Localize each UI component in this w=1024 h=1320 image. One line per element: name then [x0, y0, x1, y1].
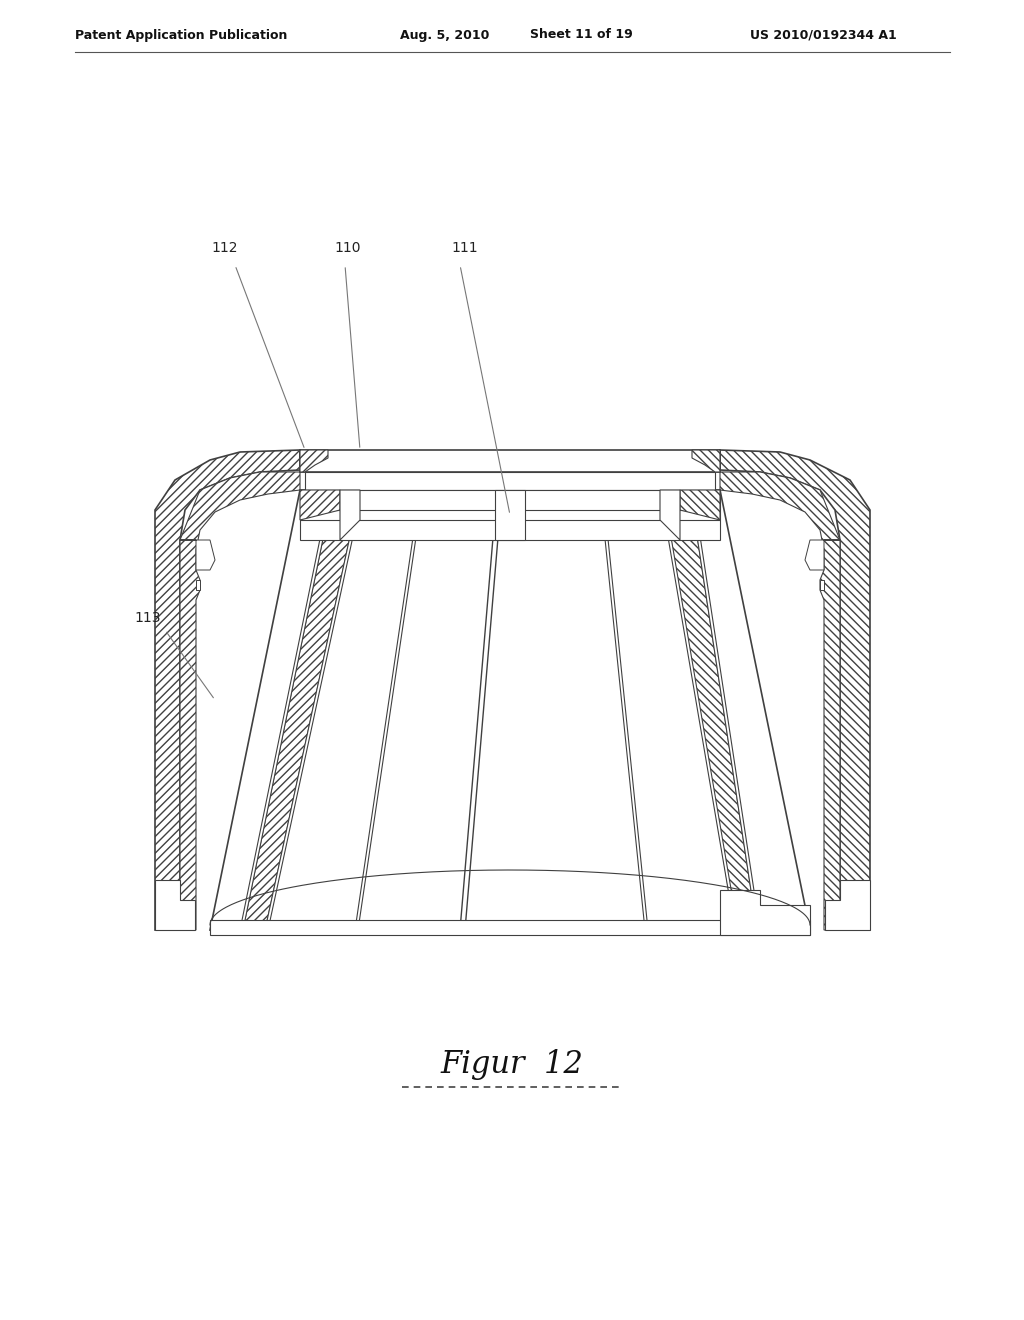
Polygon shape [340, 490, 360, 540]
Polygon shape [210, 920, 810, 935]
Text: 110: 110 [335, 242, 361, 255]
Polygon shape [660, 490, 738, 931]
Polygon shape [495, 490, 525, 540]
Polygon shape [825, 880, 870, 931]
Polygon shape [210, 490, 810, 931]
Polygon shape [300, 490, 340, 520]
Text: 111: 111 [452, 242, 478, 255]
Polygon shape [680, 490, 720, 520]
Polygon shape [720, 450, 870, 931]
Polygon shape [660, 490, 680, 540]
Polygon shape [600, 490, 648, 931]
Text: 112: 112 [212, 242, 239, 255]
Polygon shape [240, 490, 333, 931]
Polygon shape [180, 540, 215, 570]
Polygon shape [690, 490, 760, 931]
Polygon shape [180, 473, 300, 931]
Polygon shape [692, 450, 720, 473]
Polygon shape [820, 579, 824, 590]
Polygon shape [300, 450, 328, 473]
Text: 113: 113 [135, 611, 161, 624]
Polygon shape [300, 490, 720, 540]
Polygon shape [460, 490, 502, 931]
Polygon shape [300, 450, 720, 473]
Polygon shape [265, 490, 362, 931]
Polygon shape [155, 880, 195, 931]
Polygon shape [720, 890, 810, 935]
Text: US 2010/0192344 A1: US 2010/0192344 A1 [750, 29, 897, 41]
Text: Figur  12: Figur 12 [440, 1049, 584, 1081]
Text: Aug. 5, 2010: Aug. 5, 2010 [400, 29, 489, 41]
Polygon shape [196, 579, 200, 590]
Text: Patent Application Publication: Patent Application Publication [75, 29, 288, 41]
Polygon shape [805, 540, 840, 570]
Polygon shape [155, 450, 300, 931]
Polygon shape [243, 490, 360, 931]
Polygon shape [663, 490, 757, 931]
Polygon shape [355, 490, 423, 931]
Text: Sheet 11 of 19: Sheet 11 of 19 [530, 29, 633, 41]
Polygon shape [305, 473, 715, 490]
Polygon shape [720, 473, 840, 931]
